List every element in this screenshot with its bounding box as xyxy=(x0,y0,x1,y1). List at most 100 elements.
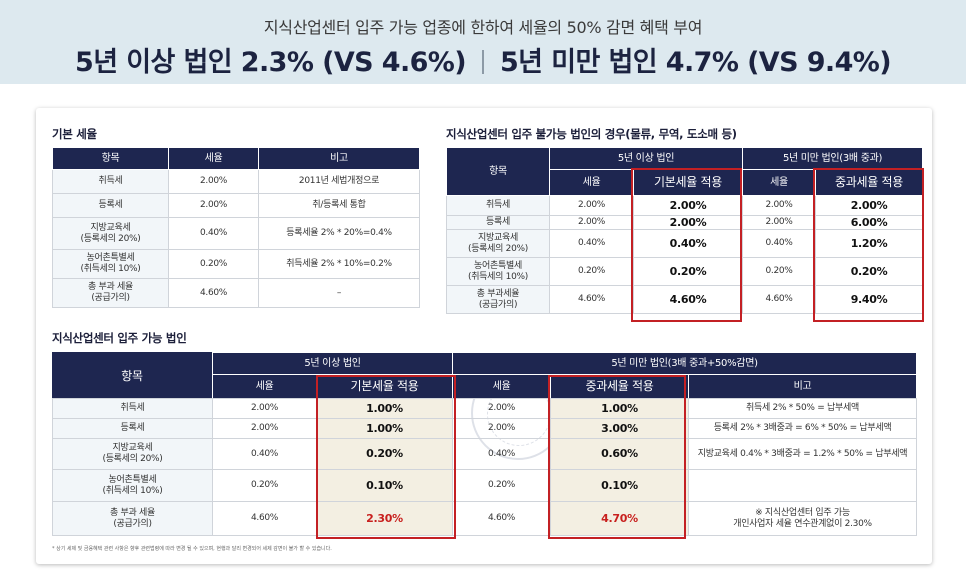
sub-header-note: 비고 xyxy=(688,374,918,399)
group-header-5yr-over: 5년 이상 법인 xyxy=(211,352,454,375)
cell-item-line: 총 부과세율 xyxy=(476,288,520,299)
table-row: 지방교육세 (등록세의 20%) 0.40% 0.40% 0.40% 1.20% xyxy=(446,229,924,259)
cell-item-line: 등록세 xyxy=(120,423,145,434)
cell-rate: 0.40% xyxy=(452,438,551,470)
cell-note: ※ 지식산업센터 입주 가능 개인사업자 세율 연수관계없이 2.30% xyxy=(688,501,917,536)
table-row: 총 부과 세율 (공급가의) 4.60% 2.30% 4.60% 4.70% ※ 지식산업센… xyxy=(52,501,917,536)
table-row: 취득세 2.00% 2.00% 2.00% 2.00% xyxy=(446,195,924,216)
sub-header-basic-apply: 기본세율 적용 xyxy=(315,374,454,399)
cell-note: – xyxy=(258,278,420,308)
available-tax-table-body: 취득세 2.00% 1.00% 2.00% 1.00% 취득세 2% * 50% = 납부… xyxy=(52,398,917,536)
cell-basic-apply: 0.40% xyxy=(632,229,744,259)
cell-basic-apply: 0.10% xyxy=(316,469,453,502)
cell-item: 총 부과세율 (공급가의) xyxy=(446,285,550,315)
cell-heavy-apply: 4.70% xyxy=(550,501,689,536)
cell-basic-apply: 0.20% xyxy=(316,438,453,470)
group-header-5yr-under: 5년 미만 법인(3배 중과) xyxy=(742,147,924,170)
cell-heavy-apply: 1.00% xyxy=(550,398,689,419)
content-card: 기본 세율 항목 세율 비고 취득세 2.00% 2011년 세법개정으로 등록세 2.… xyxy=(36,108,932,564)
cell-heavy-apply: 9.40% xyxy=(815,285,924,315)
cell-item-line: (공급가의) xyxy=(91,293,130,303)
cell-item: 농어촌특별세 (취득세의 10%) xyxy=(52,469,213,502)
cell-heavy-apply: 0.20% xyxy=(815,257,924,287)
available-tax-table: 5년 이상 법인 5년 미만 법인(3배 중과+50%감면) 세율 기본세율 적… xyxy=(211,352,918,399)
cell-item-line: (등록세의 20%) xyxy=(80,233,141,244)
cell-rate: 2.00% xyxy=(742,195,817,216)
sub-header-heavy-apply: 중과세율 적용 xyxy=(815,169,924,196)
cell-basic-apply: 2.30% xyxy=(316,501,453,536)
cell-item: 취득세 xyxy=(52,169,169,194)
cell-item-line: (취득세의 10%) xyxy=(80,264,141,274)
group-header-5yr-under: 5년 미만 법인(3배 중과+50%감면) xyxy=(452,352,918,375)
sub-header-basic-apply: 기본세율 적용 xyxy=(632,169,744,196)
cell-item: 농어촌특별세 (취득세의 10%) xyxy=(446,257,550,287)
cell-item: 취득세 xyxy=(446,195,550,216)
cell-item-line: 지방교육세 xyxy=(90,222,131,233)
cell-item: 지방교육세 (등록세의 20%) xyxy=(52,438,213,470)
sub-header-heavy-apply: 중과세율 적용 xyxy=(550,374,690,399)
cell-item-line: 농어촌특별세 xyxy=(474,260,522,271)
cell-rate: 4.60% xyxy=(168,278,259,308)
cell-basic-apply: 0.20% xyxy=(632,257,744,287)
cell-item-line: (취득세의 10%) xyxy=(102,485,163,496)
cell-rate: 0.20% xyxy=(212,469,317,502)
col-header-item: 항목 xyxy=(446,147,550,196)
cell-basic-apply: 1.00% xyxy=(316,398,453,419)
cell-item-line: 등록세 xyxy=(98,200,123,211)
table-row: 농어촌특별세 (취득세의 10%) 0.20% 취득세율 2% * 10%=0.2% xyxy=(52,249,420,279)
cell-rate: 4.60% xyxy=(549,285,634,315)
cell-rate: 2.00% xyxy=(168,193,259,218)
footnote: * 상기 세제 및 금융혜택 관련 사항은 향후 관련법령에 따라 변경 될 수… xyxy=(52,546,332,552)
cell-item-line: (등록세의 20%) xyxy=(467,243,528,254)
cell-note: 취득세 2% * 50% = 납부세액 xyxy=(688,398,917,419)
header-subtitle: 지식산업센터 입주 가능 업종에 한하여 세율의 50% 감면 혜택 부여 xyxy=(263,18,703,37)
cell-item-line: (등록세의 20%) xyxy=(102,454,163,464)
cell-note: 등록세율 2% * 20%=0.4% xyxy=(258,217,420,250)
header-title-right: 5년 미만 법인 4.7% (VS 9.4%) xyxy=(500,47,892,78)
cell-item-line: 지방교육세 xyxy=(478,232,518,243)
cell-rate: 2.00% xyxy=(452,418,551,439)
cell-rate: 2.00% xyxy=(212,398,317,419)
cell-item: 등록세 xyxy=(52,193,169,218)
cell-note: 2011년 세법개정으로 xyxy=(258,169,420,194)
sub-header-rate: 세율 xyxy=(742,169,817,196)
table-row: 취득세 2.00% 2011년 세법개정으로 xyxy=(52,169,420,194)
cell-heavy-apply: 3.00% xyxy=(550,418,689,439)
cell-rate: 2.00% xyxy=(549,195,634,216)
table-row: 지방교육세 (등록세의 20%) 0.40% 등록세율 2% * 20%=0.4% xyxy=(52,217,420,250)
table-row: 농어촌특별세 (취득세의 10%) 0.20% 0.10% 0.20% 0.10% xyxy=(52,469,917,502)
cell-item: 지방교육세 (등록세의 20%) xyxy=(52,217,169,250)
header-title-left: 5년 이상 법인 2.3% (VS 4.6%) xyxy=(75,47,467,78)
cell-rate: 4.60% xyxy=(742,285,817,315)
cell-rate: 0.20% xyxy=(742,257,817,287)
table-row: 총 부과 세율 (공급가의) 4.60% – xyxy=(52,278,420,308)
cell-item: 총 부과 세율 (공급가의) xyxy=(52,278,169,308)
cell-item-line: (공급가의) xyxy=(113,518,152,529)
sub-header-rate: 세율 xyxy=(212,374,317,399)
table-row: 등록세 2.00% 2.00% 2.00% 6.00% xyxy=(446,214,924,231)
cell-item: 등록세 xyxy=(52,418,213,439)
cell-item-line: (공급가의) xyxy=(478,299,518,310)
basic-tax-table: 항목 세율 비고 취득세 2.00% 2011년 세법개정으로 등록세 2.00% 취/등… xyxy=(52,147,420,308)
title-divider xyxy=(482,50,484,74)
page-header: 지식산업센터 입주 가능 업종에 한하여 세율의 50% 감면 혜택 부여 5년… xyxy=(0,0,966,84)
cell-basic-apply: 1.00% xyxy=(316,418,453,439)
cell-rate: 0.40% xyxy=(549,229,634,259)
cell-basic-apply: 4.60% xyxy=(632,285,744,315)
table-row: 지방교육세 (등록세의 20%) 0.40% 0.20% 0.40% 0.60% 지방교육세… xyxy=(52,438,917,470)
cell-rate: 2.00% xyxy=(742,214,817,231)
cell-item-line: 취득세 xyxy=(486,200,510,211)
cell-item-line: 취득세 xyxy=(120,403,145,414)
col-header-item: 항목 xyxy=(52,352,212,398)
cell-rate: 0.20% xyxy=(168,249,259,279)
col-header-note: 비고 xyxy=(258,147,420,170)
cell-rate: 2.00% xyxy=(212,418,317,439)
cell-item: 농어촌특별세 (취득세의 10%) xyxy=(52,249,169,279)
cell-note: 취득세율 2% * 10%=0.2% xyxy=(258,249,420,279)
cell-rate: 4.60% xyxy=(452,501,551,536)
cell-heavy-apply: 2.00% xyxy=(815,195,924,216)
unavailable-section-title: 지식산업센터 입주 불가능 법인의 경우(물류, 무역, 도소매 등) xyxy=(446,127,737,141)
sub-header-rate: 세율 xyxy=(549,169,634,196)
table-row: 취득세 2.00% 1.00% 2.00% 1.00% 취득세 2% * 50% = 납부… xyxy=(52,398,917,419)
cell-note: 지방교육세 0.4% * 3배중과 = 1.2% * 50% = 납부세액 xyxy=(688,438,917,470)
